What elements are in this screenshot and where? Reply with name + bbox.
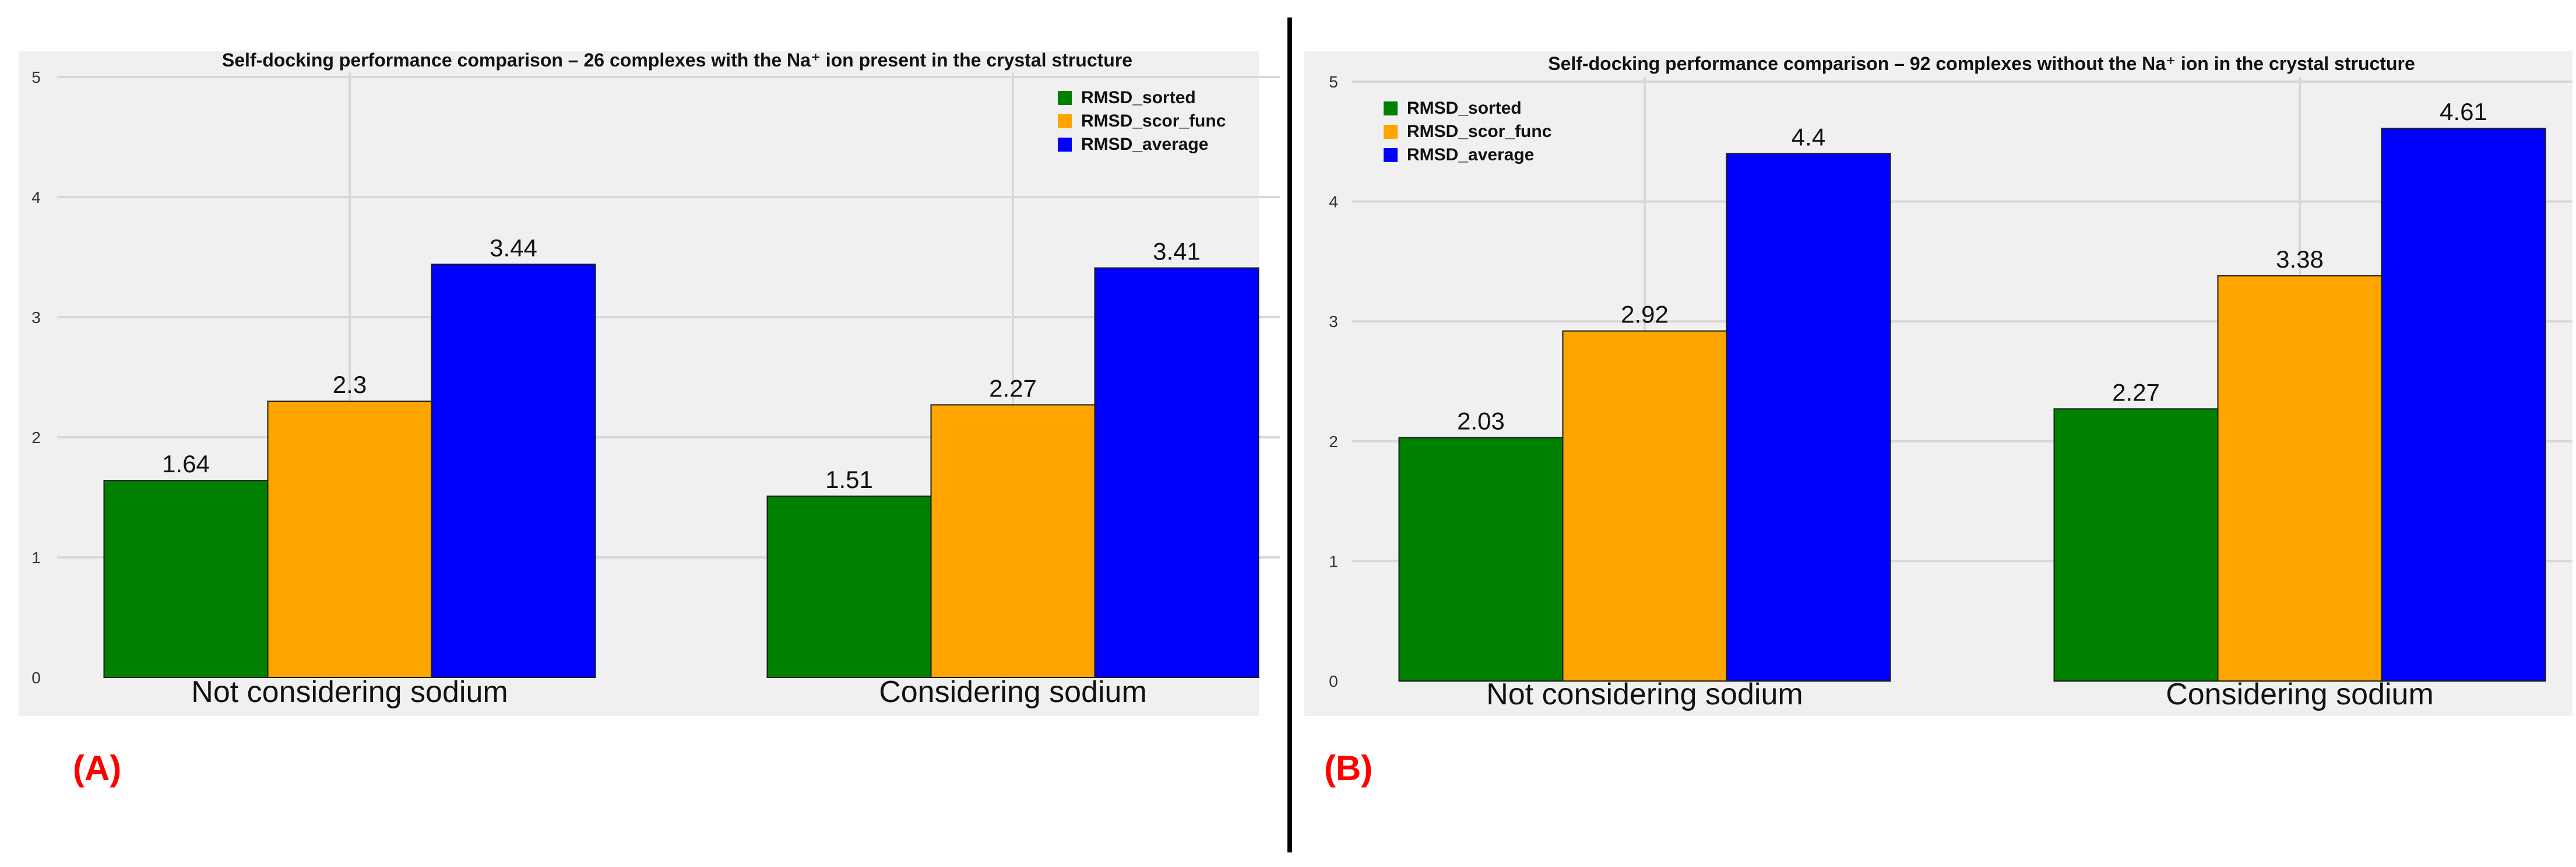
- y-tick-label: 2: [31, 429, 41, 447]
- panel-label: (A): [73, 749, 121, 788]
- bar-value-label: 3.41: [1153, 238, 1201, 265]
- x-category-label: Considering sodium: [2166, 678, 2434, 711]
- y-tick-label: 1: [31, 549, 41, 567]
- legend-swatch: [1058, 91, 1072, 105]
- x-category-label: Considering sodium: [879, 675, 1147, 709]
- chart-panel-b: 0 1 2 3 4 5 2.03 2.27 2.92 3.38 4.4 4.61 Not conside…: [1304, 51, 2573, 788]
- bar-rmsd-average: [431, 264, 596, 678]
- bar-value-label: 4.4: [1792, 123, 1825, 150]
- y-tick-label: 3: [31, 308, 41, 327]
- bar-rmsd-scor-func: [930, 404, 1096, 678]
- legend: RMSD_sorted RMSD_scor_func RMSD_average: [1384, 99, 1551, 164]
- legend-label: RMSD_sorted: [1081, 88, 1196, 107]
- y-tick-label: 5: [31, 68, 41, 86]
- bar-value-label: 4.61: [2440, 98, 2487, 125]
- bar-value-label: 2.27: [2112, 378, 2160, 406]
- y-tick-label: 4: [31, 188, 41, 206]
- y-tick-label: 0: [31, 669, 41, 687]
- bar-rmsd-sorted: [103, 480, 269, 678]
- y-tick-label: 4: [1329, 193, 1338, 211]
- legend-label: RMSD_average: [1081, 135, 1208, 154]
- bar-rmsd-average: [1094, 267, 1259, 679]
- bar-value-label: 2.27: [989, 374, 1037, 402]
- legend: RMSD_sorted RMSD_scor_func RMSD_average: [1058, 88, 1226, 154]
- chart-title: Self-docking performance comparison – 92…: [1548, 53, 2415, 74]
- bar-rmsd-scor-func: [1562, 330, 1727, 682]
- y-tick-label: 0: [1329, 672, 1338, 690]
- y-tick-label: 3: [1329, 313, 1338, 331]
- bar-rmsd-sorted: [2053, 408, 2219, 682]
- bar-value-label: 2.92: [1621, 301, 1669, 328]
- bar-value-label: 2.3: [333, 371, 367, 398]
- bar-rmsd-average: [2381, 128, 2546, 682]
- legend-label: RMSD_average: [1407, 145, 1534, 164]
- bar-rmsd-average: [1726, 153, 1891, 682]
- legend-swatch: [1058, 138, 1072, 152]
- x-category-label: Not considering sodium: [191, 675, 508, 709]
- bar-rmsd-scor-func: [2217, 275, 2383, 682]
- y-tick-label: 5: [1329, 73, 1338, 91]
- y-tick-label: 1: [1329, 552, 1338, 570]
- bar-rmsd-sorted: [1398, 437, 1564, 682]
- legend-label: RMSD_scor_func: [1407, 122, 1551, 141]
- chart-panel-a: 0 1 2 3 4 5 1.64 1.51 2.3 2.27 3.44 3.41 Not conside…: [19, 50, 1280, 788]
- legend-swatch: [1384, 148, 1398, 162]
- x-category-label: Not considering sodium: [1486, 678, 1803, 711]
- bar-value-label: 3.38: [2276, 245, 2324, 273]
- y-tick-label: 2: [1329, 433, 1338, 451]
- legend-swatch: [1384, 101, 1398, 115]
- bar-value-label: 3.44: [490, 234, 537, 261]
- bar-rmsd-sorted: [766, 495, 932, 678]
- legend-swatch: [1384, 125, 1398, 139]
- chart-title: Self-docking performance comparison – 26…: [222, 50, 1132, 71]
- bar-value-label: 1.64: [162, 450, 210, 478]
- legend-label: RMSD_scor_func: [1081, 111, 1226, 131]
- bar-value-label: 2.03: [1457, 408, 1505, 435]
- bar-value-label: 1.51: [825, 466, 873, 493]
- legend-label: RMSD_sorted: [1407, 99, 1522, 118]
- legend-swatch: [1058, 114, 1072, 128]
- panel-label: (B): [1324, 749, 1373, 788]
- bar-rmsd-scor-func: [267, 401, 432, 678]
